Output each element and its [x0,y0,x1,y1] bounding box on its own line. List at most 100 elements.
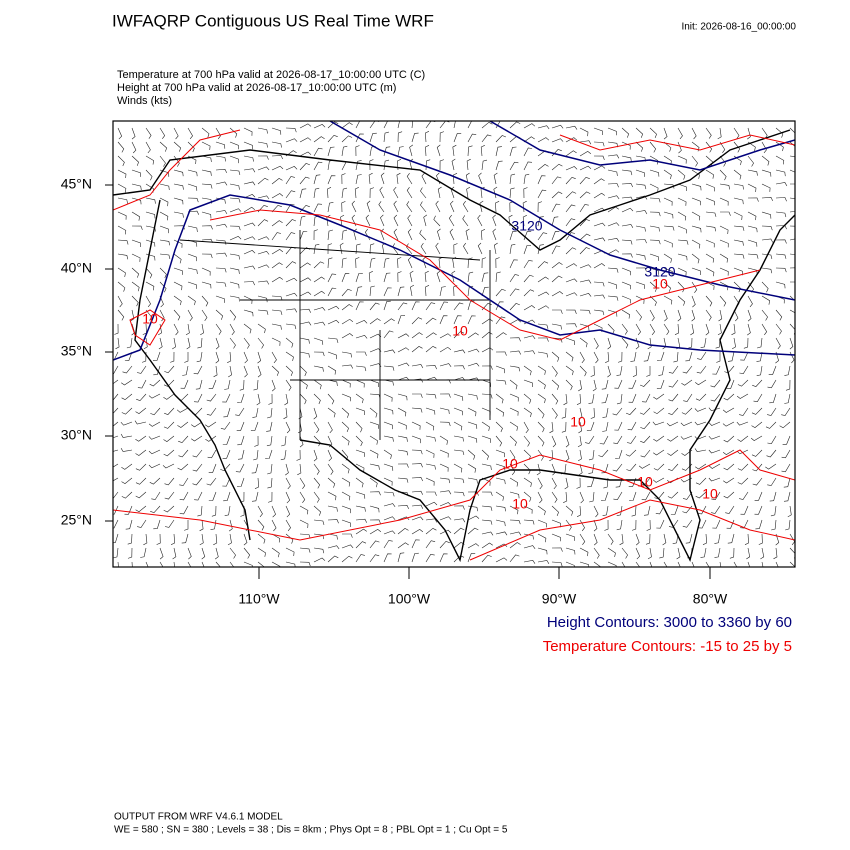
wind-barb [509,477,519,487]
wind-barb [697,351,707,360]
wind-barb [479,200,484,213]
wind-barb [775,127,784,138]
wind-barb [509,303,520,311]
wind-barb [173,127,179,140]
wind-barb [187,183,198,191]
wind-barb [565,232,576,241]
wind-barb [781,463,791,473]
wind-barb [495,407,505,417]
wind-barb [201,169,212,176]
wind-barb [551,519,561,528]
wind-barb [579,351,585,364]
wind-barb [743,337,749,349]
wind-barb [747,267,758,275]
wind-barb [523,350,536,355]
wind-barb [551,491,558,503]
wind-barb [229,547,236,559]
wind-barb [257,309,269,315]
wind-barb [481,302,492,311]
wind-barb [436,270,441,283]
wind-barb [145,295,151,308]
wind-barb [733,169,742,180]
wind-barb [509,491,520,499]
wind-barb [313,505,322,516]
wind-barb [113,421,119,427]
wind-barb [313,136,325,143]
wind-barb [789,197,795,199]
wind-barb [641,393,651,403]
wind-barb [789,225,795,227]
wind-barb [495,393,504,404]
wind-barb [691,281,698,293]
wind-barb [285,232,296,241]
wind-barb [341,421,349,433]
wind-barb [523,173,530,185]
wind-barb [663,239,673,248]
wind-barb [717,323,722,336]
wind-barb [369,491,381,496]
wind-barb [215,127,221,140]
wind-barb [313,161,323,171]
wind-barb [753,393,763,403]
wind-barb [257,519,265,531]
wind-barb [163,421,175,429]
wind-barb [495,271,501,283]
temperature-contour [129,309,166,346]
wind-barb [205,435,217,442]
wind-barb [355,174,362,185]
wind-barb [736,393,749,399]
wind-barb [145,155,155,165]
wind-barb [649,253,659,261]
wind-barb [733,127,740,139]
wind-barb [640,421,651,430]
wind-barb [177,463,189,471]
wind-barb [453,421,463,431]
wind-barb [761,155,770,166]
wind-barb [767,407,777,416]
wind-barb [236,421,245,431]
lat-label: 25°N [61,512,92,528]
wind-barb [695,463,707,470]
wind-barb [117,183,127,193]
wind-barb [621,323,628,335]
wind-barb [451,158,456,171]
wind-barb [616,519,623,531]
wind-barb [285,463,289,476]
wind-barb [752,463,763,472]
wind-barb [705,169,714,179]
wind-barb [355,449,365,457]
wind-barb [299,137,312,143]
wind-barb [467,463,477,473]
wind-barb [397,552,405,563]
wind-barb [341,393,351,402]
wind-barb [691,225,702,233]
wind-barb [173,169,184,177]
wind-barb [708,463,721,469]
wind-barb [369,505,380,513]
wind-barb [215,309,224,320]
wind-barb [164,519,175,528]
wind-barb [425,332,437,339]
wind-barb [409,144,414,157]
wind-barb [747,127,751,140]
wind-barb [411,539,420,549]
wind-barb [481,365,493,370]
wind-barb [383,287,392,297]
wind-barb [229,141,239,150]
wind-barb [652,477,665,483]
wind-barb [164,491,175,500]
wind-barb [411,490,423,495]
wind-barb [355,435,363,447]
wind-barb [616,365,623,376]
wind-barb [220,421,231,430]
wind-barb [667,435,679,442]
wind-barb [369,159,374,171]
wind-barb [299,519,309,529]
wind-barb [435,200,441,213]
wind-barb [775,267,787,273]
wind-barb [159,127,166,139]
map-frame [112,120,796,568]
wind-barb [593,165,606,171]
wind-barb [281,435,287,447]
